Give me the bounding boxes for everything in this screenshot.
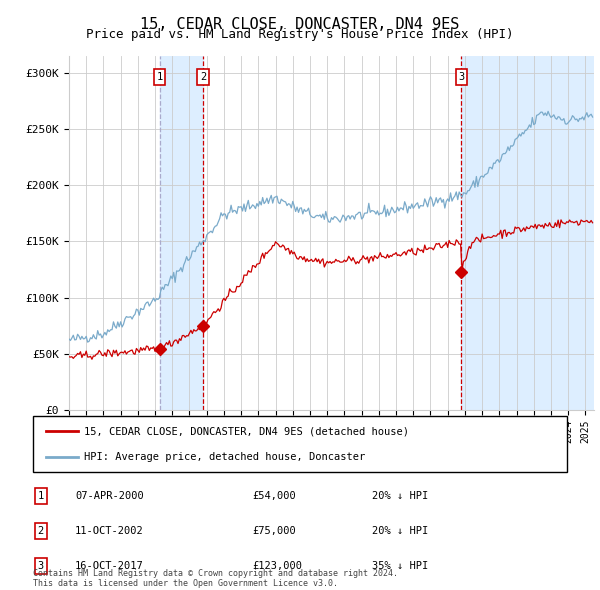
Text: 20% ↓ HPI: 20% ↓ HPI xyxy=(372,491,428,500)
Text: 2: 2 xyxy=(38,526,44,536)
Text: 3: 3 xyxy=(38,562,44,571)
Text: 1: 1 xyxy=(38,491,44,500)
Bar xyxy=(160,56,203,410)
FancyBboxPatch shape xyxy=(33,416,567,472)
Text: 07-APR-2000: 07-APR-2000 xyxy=(75,491,144,500)
Bar xyxy=(461,56,594,410)
Text: 20% ↓ HPI: 20% ↓ HPI xyxy=(372,526,428,536)
Text: 1: 1 xyxy=(157,72,163,82)
Text: Price paid vs. HM Land Registry's House Price Index (HPI): Price paid vs. HM Land Registry's House … xyxy=(86,28,514,41)
Text: £75,000: £75,000 xyxy=(252,526,296,536)
Text: Contains HM Land Registry data © Crown copyright and database right 2024.
This d: Contains HM Land Registry data © Crown c… xyxy=(33,569,398,588)
Text: 2: 2 xyxy=(200,72,206,82)
Text: 15, CEDAR CLOSE, DONCASTER, DN4 9ES (detached house): 15, CEDAR CLOSE, DONCASTER, DN4 9ES (det… xyxy=(84,426,409,436)
Text: £123,000: £123,000 xyxy=(252,562,302,571)
Text: 15, CEDAR CLOSE, DONCASTER, DN4 9ES: 15, CEDAR CLOSE, DONCASTER, DN4 9ES xyxy=(140,17,460,31)
Text: 3: 3 xyxy=(458,72,464,82)
Text: 11-OCT-2002: 11-OCT-2002 xyxy=(75,526,144,536)
Text: 35% ↓ HPI: 35% ↓ HPI xyxy=(372,562,428,571)
Text: HPI: Average price, detached house, Doncaster: HPI: Average price, detached house, Donc… xyxy=(84,452,365,462)
Text: £54,000: £54,000 xyxy=(252,491,296,500)
Text: 16-OCT-2017: 16-OCT-2017 xyxy=(75,562,144,571)
